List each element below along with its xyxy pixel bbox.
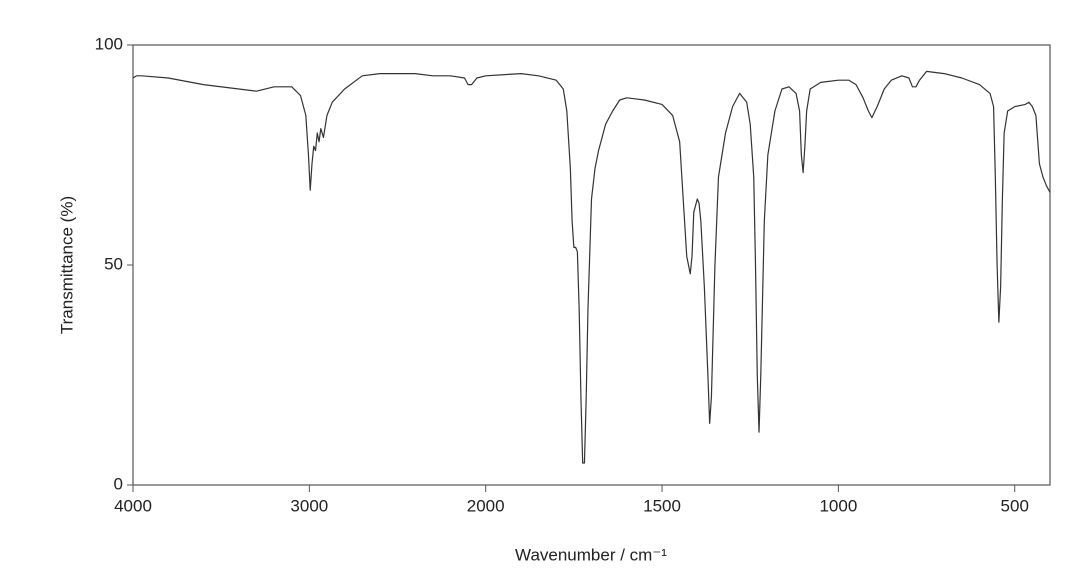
x-tick-label: 2000	[467, 496, 505, 515]
y-tick-label: 50	[104, 254, 123, 273]
x-tick-label: 3000	[290, 496, 328, 515]
x-tick-label: 1500	[643, 496, 681, 515]
plot-frame	[132, 44, 1051, 486]
x-tick-label: 4000	[114, 496, 152, 515]
x-axis-label: Wavenumber / cm⁻¹	[515, 545, 667, 564]
y-tick-label: 100	[95, 34, 123, 53]
x-tick-label: 500	[1001, 496, 1029, 515]
spectrum-line	[132, 70, 1051, 464]
x-tick-label: 1000	[819, 496, 857, 515]
y-axis-label: Transmittance (%)	[57, 196, 76, 334]
y-tick-label: 0	[114, 474, 123, 493]
